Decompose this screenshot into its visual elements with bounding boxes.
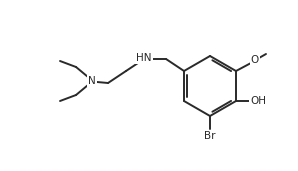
Text: Br: Br: [204, 131, 216, 141]
Text: N: N: [88, 76, 96, 86]
Text: HN: HN: [136, 53, 152, 63]
Text: O: O: [251, 55, 259, 65]
Text: OH: OH: [250, 96, 266, 106]
